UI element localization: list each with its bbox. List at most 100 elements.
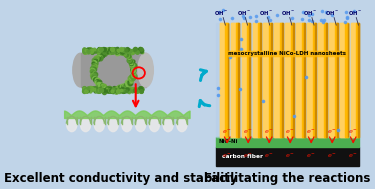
Bar bbox=[238, 23, 239, 137]
Bar bbox=[340, 23, 345, 137]
Text: carbon fiber: carbon fiber bbox=[222, 154, 262, 159]
Bar bbox=[315, 23, 316, 137]
Bar bbox=[269, 23, 271, 137]
Bar bbox=[358, 23, 359, 137]
Bar bbox=[291, 23, 293, 137]
Bar bbox=[249, 23, 250, 137]
Bar bbox=[249, 23, 250, 137]
Text: $e^-$: $e^-$ bbox=[348, 128, 358, 136]
Text: Facilitating the reactions: Facilitating the reactions bbox=[204, 172, 370, 185]
Bar bbox=[282, 23, 283, 137]
Bar bbox=[280, 23, 282, 137]
Bar bbox=[337, 23, 338, 137]
Bar bbox=[307, 23, 313, 137]
Bar bbox=[356, 23, 358, 137]
Bar bbox=[260, 23, 261, 137]
Bar bbox=[304, 23, 305, 137]
Text: $e^-$: $e^-$ bbox=[306, 128, 316, 136]
Bar bbox=[351, 23, 356, 137]
Ellipse shape bbox=[138, 53, 153, 87]
Ellipse shape bbox=[135, 116, 146, 132]
Ellipse shape bbox=[149, 116, 160, 132]
Bar bbox=[247, 23, 249, 137]
Ellipse shape bbox=[80, 116, 91, 132]
Text: OH$^-$: OH$^-$ bbox=[281, 9, 296, 17]
Text: OH$^-$: OH$^-$ bbox=[237, 9, 251, 17]
Bar bbox=[307, 23, 313, 137]
Bar bbox=[326, 23, 327, 137]
Bar bbox=[356, 23, 358, 137]
Text: $e^-$: $e^-$ bbox=[243, 153, 253, 160]
Bar bbox=[329, 23, 334, 137]
Bar bbox=[296, 23, 302, 137]
Bar bbox=[253, 23, 258, 137]
Text: OH$^-$: OH$^-$ bbox=[348, 9, 362, 17]
Ellipse shape bbox=[122, 116, 132, 132]
Bar bbox=[216, 23, 359, 137]
Bar bbox=[334, 23, 337, 137]
Bar bbox=[242, 23, 247, 137]
Text: $e^-$: $e^-$ bbox=[222, 128, 232, 136]
Bar bbox=[324, 23, 326, 137]
Bar bbox=[247, 23, 249, 137]
Bar bbox=[345, 23, 348, 137]
Ellipse shape bbox=[94, 116, 105, 132]
Text: $e^-$: $e^-$ bbox=[264, 153, 274, 160]
Bar bbox=[293, 23, 294, 137]
Bar bbox=[231, 23, 236, 137]
Bar bbox=[345, 23, 348, 137]
Bar bbox=[280, 23, 282, 137]
Bar bbox=[81, 53, 146, 87]
Bar bbox=[274, 23, 280, 137]
Text: OH$^-$: OH$^-$ bbox=[259, 9, 273, 17]
Text: $e^-$: $e^-$ bbox=[285, 128, 295, 136]
Bar bbox=[253, 23, 258, 137]
Bar bbox=[291, 23, 293, 137]
Bar bbox=[274, 23, 280, 137]
Bar bbox=[282, 23, 283, 137]
Bar bbox=[313, 23, 315, 137]
Bar bbox=[236, 23, 238, 137]
Bar bbox=[304, 23, 305, 137]
Bar bbox=[225, 23, 228, 137]
Bar bbox=[351, 23, 356, 137]
Bar bbox=[337, 23, 338, 137]
Text: mesocrystalline NiCo-LDH nanosheets: mesocrystalline NiCo-LDH nanosheets bbox=[228, 51, 346, 57]
Text: $e^-$: $e^-$ bbox=[264, 128, 274, 136]
Text: $e^-$: $e^-$ bbox=[306, 153, 316, 160]
Bar bbox=[231, 23, 236, 137]
Text: $e^-$: $e^-$ bbox=[222, 153, 232, 160]
Ellipse shape bbox=[66, 116, 77, 132]
Bar bbox=[340, 23, 345, 137]
Bar bbox=[329, 23, 334, 137]
Bar bbox=[216, 147, 359, 166]
Bar bbox=[293, 23, 294, 137]
Bar bbox=[238, 23, 239, 137]
Text: $e^-$: $e^-$ bbox=[327, 128, 337, 136]
Bar bbox=[302, 23, 304, 137]
Bar bbox=[313, 23, 315, 137]
Bar bbox=[260, 23, 261, 137]
Bar bbox=[271, 23, 272, 137]
Ellipse shape bbox=[163, 116, 173, 132]
Text: OH$^-$: OH$^-$ bbox=[214, 9, 229, 17]
Bar bbox=[285, 23, 291, 137]
Bar bbox=[264, 23, 269, 137]
Text: NiO-Ni: NiO-Ni bbox=[218, 139, 237, 144]
Bar bbox=[318, 23, 324, 137]
Bar bbox=[269, 23, 271, 137]
Bar bbox=[318, 23, 324, 137]
Text: $e^-$: $e^-$ bbox=[348, 153, 358, 160]
Bar bbox=[285, 23, 291, 137]
Text: OH$^-$: OH$^-$ bbox=[303, 9, 318, 17]
Bar bbox=[334, 23, 337, 137]
Bar bbox=[258, 23, 260, 137]
Bar bbox=[358, 23, 359, 137]
Bar bbox=[258, 23, 260, 137]
Bar bbox=[302, 23, 304, 137]
Bar bbox=[326, 23, 327, 137]
Bar bbox=[225, 23, 228, 137]
Bar bbox=[271, 23, 272, 137]
Text: Excellent conductivity and stability: Excellent conductivity and stability bbox=[4, 172, 237, 185]
Bar bbox=[296, 23, 302, 137]
